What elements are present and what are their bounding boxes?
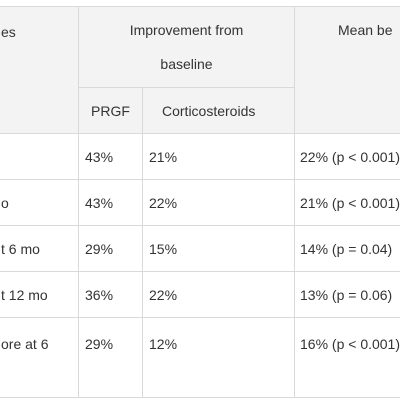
corticosteroids-cell: 12% [142,317,295,398]
table-row: t 12 mo 36% 22% 13% (p = 0.06) [0,271,400,318]
outcome-cell: o [0,179,79,226]
outcome-cell: ore at 6 [0,317,79,398]
header-row-sub: PRGF Corticosteroids [0,87,400,134]
table-row: ore at 6 29% 12% 16% (p < 0.001) [0,317,400,398]
difference-cell: 21% (p < 0.001) [294,179,400,226]
prgf-header: PRGF [78,87,143,134]
prgf-cell: 29% [78,225,143,272]
improvement-header-line1: Improvement from [129,22,244,38]
prgf-cell: 29% [78,317,143,398]
table-row: 43% 21% 22% (p < 0.001) [0,133,400,180]
prgf-cell: 36% [78,271,143,318]
difference-cell: 16% (p < 0.001) [294,317,400,398]
corticosteroids-cell: 15% [142,225,295,272]
corticosteroids-cell: 22% [142,271,295,318]
difference-cell: 22% (p < 0.001) [294,133,400,180]
corticosteroids-cell: 21% [142,133,295,180]
outcome-cell: t 6 mo [0,225,79,272]
outcome-cell: t 12 mo [0,271,79,318]
prgf-cell: 43% [78,179,143,226]
corticosteroids-header: Corticosteroids [142,87,295,134]
table-row: o 43% 22% 21% (p < 0.001) [0,179,400,226]
header-row-top: es Improvement from baseline Mean be dif… [0,6,400,134]
mean-header-line1: Mean be [338,22,393,38]
outcome-cell [0,133,79,180]
outcome-header: es [0,6,79,134]
mean-header-line2: diff [338,56,400,78]
table-row: t 6 mo 29% 15% 14% (p = 0.04) [0,225,400,272]
outcome-header-label: es [1,24,16,40]
difference-cell: 13% (p = 0.06) [294,271,400,318]
difference-cell: 14% (p = 0.04) [294,225,400,272]
improvement-header: Improvement from baseline [78,6,295,88]
results-table: es Improvement from baseline Mean be dif… [0,6,400,398]
corticosteroids-cell: 22% [142,179,295,226]
mean-difference-header: Mean be diff [294,6,400,134]
improvement-header-line2: baseline [160,56,213,72]
prgf-cell: 43% [78,133,143,180]
table-body: 43% 21% 22% (p < 0.001) o 43% 22% 21% (p… [0,133,400,398]
table-header: es Improvement from baseline Mean be dif… [0,6,400,134]
